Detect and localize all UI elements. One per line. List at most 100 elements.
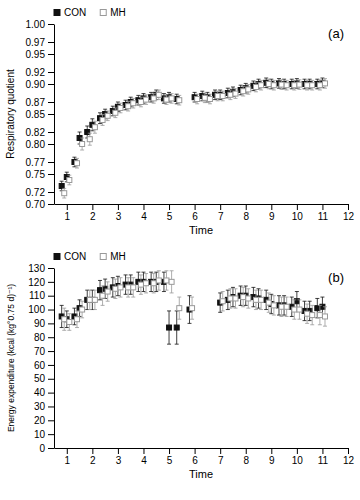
point xyxy=(259,83,264,88)
tick-label: 10 xyxy=(34,429,46,440)
tick-mark xyxy=(48,132,54,133)
tick: 7 xyxy=(218,204,224,222)
tick: 0.92 xyxy=(26,67,54,78)
tick: 100 xyxy=(28,304,54,315)
tick-mark xyxy=(271,204,272,210)
error-bar xyxy=(323,307,327,326)
error-bar xyxy=(139,275,143,294)
tick-label: 1.00 xyxy=(26,19,46,30)
point xyxy=(305,83,310,88)
point xyxy=(85,130,90,135)
error-bar xyxy=(144,95,148,105)
panel: 1234567891011120.700.720.750.770.800.820… xyxy=(5,7,354,236)
error-bar xyxy=(152,94,156,104)
x-axis-title: Time xyxy=(189,224,213,236)
tick: 70 xyxy=(34,346,54,357)
tick: 12 xyxy=(343,448,355,466)
tick-label: 3 xyxy=(116,455,122,466)
tick-mark xyxy=(48,337,54,338)
error-bar xyxy=(118,278,122,297)
tick-mark xyxy=(67,204,68,210)
error-bar xyxy=(241,86,245,96)
tick-label: 50 xyxy=(34,373,46,384)
point xyxy=(92,125,97,130)
tick-label: 0.75 xyxy=(26,169,46,180)
tick-label: 5 xyxy=(167,211,173,222)
tick: 1.00 xyxy=(26,19,54,30)
tick: 5 xyxy=(167,448,173,466)
tick: 20 xyxy=(34,415,54,426)
tick: 1 xyxy=(65,204,71,222)
tick: 30 xyxy=(34,401,54,412)
tick: 4 xyxy=(141,448,147,466)
error-bar xyxy=(305,304,309,323)
series xyxy=(62,271,328,331)
point xyxy=(164,278,169,283)
tick: 2 xyxy=(90,204,96,222)
tick-mark xyxy=(48,323,54,324)
tick-label: 9 xyxy=(269,211,275,222)
point xyxy=(164,97,169,102)
tick-mark xyxy=(92,448,93,454)
tick: 1 xyxy=(65,448,71,466)
axis-line xyxy=(55,204,349,205)
tick: 0.87 xyxy=(26,97,54,108)
point xyxy=(156,92,161,97)
y-axis: 0.700.720.750.770.800.820.850.870.900.92… xyxy=(26,19,55,210)
tick-label: 20 xyxy=(34,415,46,426)
tick-mark xyxy=(48,84,54,85)
tick-label: 0.87 xyxy=(26,97,46,108)
panel: 1234567891011120102030405060708090100110… xyxy=(6,251,354,480)
tick: 0.70 xyxy=(26,199,54,210)
point xyxy=(126,104,131,109)
point xyxy=(195,97,200,102)
error-bar xyxy=(285,80,289,90)
tick-mark xyxy=(48,42,54,43)
point xyxy=(98,288,103,293)
tick-mark xyxy=(48,268,54,269)
tick-label: 40 xyxy=(34,387,46,398)
error-bar xyxy=(106,282,110,301)
point xyxy=(246,87,251,92)
tick: 130 xyxy=(28,263,54,274)
point xyxy=(220,299,225,304)
tick: 2 xyxy=(90,448,96,466)
error-bar xyxy=(234,289,238,308)
error-bar xyxy=(228,90,232,100)
point xyxy=(167,325,172,330)
error-bar xyxy=(318,305,322,324)
tick-mark xyxy=(48,406,54,407)
tick-label: 2 xyxy=(90,455,96,466)
error-bar xyxy=(88,133,92,145)
tick-label: 80 xyxy=(34,332,46,343)
tick: 120 xyxy=(28,277,54,288)
tick-label: 6 xyxy=(192,455,198,466)
tick-mark xyxy=(92,204,93,210)
tick-mark xyxy=(195,448,196,454)
point xyxy=(151,96,156,101)
error-bar xyxy=(292,80,296,90)
tick-label: 0.92 xyxy=(26,67,46,78)
tick-mark xyxy=(48,54,54,55)
point xyxy=(177,98,182,103)
figure: 1234567891011120.700.720.750.770.800.820… xyxy=(0,0,360,500)
tick-mark xyxy=(195,204,196,210)
error-bar xyxy=(246,289,250,308)
point xyxy=(266,82,271,87)
point xyxy=(315,306,320,311)
error-bar xyxy=(80,301,84,318)
error-bar xyxy=(216,91,220,101)
point xyxy=(105,113,110,118)
legend-item: CON xyxy=(54,7,86,18)
error-bar xyxy=(126,101,130,111)
point xyxy=(131,101,136,106)
error-bar xyxy=(101,115,105,126)
point xyxy=(233,296,238,301)
point xyxy=(174,325,179,330)
error-bar xyxy=(195,94,199,104)
tick: 0.82 xyxy=(26,127,54,138)
tick: 40 xyxy=(34,387,54,398)
point xyxy=(297,82,302,87)
legend-label: CON xyxy=(64,251,86,262)
point xyxy=(80,307,85,312)
